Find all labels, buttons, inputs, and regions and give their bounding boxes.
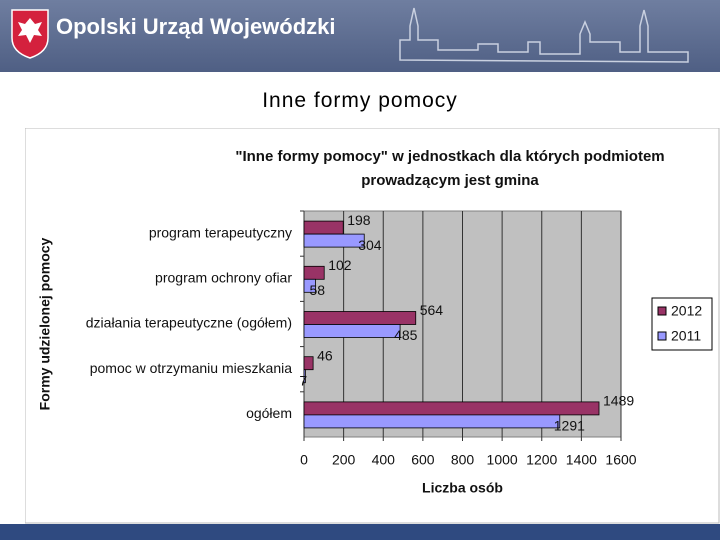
legend-swatch (657, 306, 667, 316)
footer-bar (0, 524, 720, 540)
value-label: 198 (347, 212, 371, 228)
value-label: 485 (394, 327, 418, 343)
y-tick-label: program ochrony ofiar (155, 270, 292, 286)
bar (303, 324, 401, 338)
y-tick-label: pomoc w otrzymaniu mieszkania (90, 360, 293, 376)
value-label: 7 (299, 372, 307, 388)
x-tick-label: 0 (300, 452, 308, 468)
legend-swatch (657, 331, 667, 341)
chart: 0 200 400 600 800 1000 1200 1400 1600 Liczba osób… (25, 128, 720, 524)
legend-label: 2011 (671, 328, 701, 344)
y-axis-label: Formy udzielonej pomocy (37, 237, 53, 410)
value-label: 564 (420, 302, 444, 318)
bar (303, 369, 306, 384)
x-tick-label: 600 (411, 452, 435, 468)
bar (303, 401, 600, 416)
bar (303, 220, 344, 235)
header-title: Opolski Urząd Wojewódzki (56, 14, 336, 39)
value-label: 46 (317, 347, 333, 363)
x-axis-label: Liczba osób (422, 480, 503, 496)
chart-title: "Inne formy pomocy" w jednostkach dla kt… (235, 148, 665, 189)
header-art (11, 7, 689, 63)
value-label: 1291 (554, 418, 585, 434)
x-tick-label: 1000 (487, 452, 518, 468)
x-tick-label: 1600 (605, 452, 636, 468)
x-tick-label: 200 (332, 452, 356, 468)
bar (303, 311, 417, 325)
bar (303, 233, 365, 248)
y-tick-label: działania terapeutyczne (ogółem) (86, 315, 292, 331)
bar (303, 356, 314, 371)
y-tick-label: ogółem (246, 405, 292, 421)
slide-title: Inne formy pomocy (262, 89, 458, 112)
legend-label: 2012 (671, 303, 702, 319)
value-label: 304 (358, 237, 382, 253)
x-tick-label: 1200 (526, 452, 557, 468)
value-label: 102 (328, 257, 352, 273)
y-tick-label: program terapeutyczny (149, 224, 292, 240)
x-tick-label: 1400 (566, 452, 597, 468)
x-tick-label: 400 (372, 452, 396, 468)
value-label: 1489 (603, 393, 634, 409)
value-label: 58 (309, 282, 325, 298)
bar (303, 265, 325, 280)
bar (303, 414, 561, 429)
header-bar: Opolski Urząd Wojewódzki (0, 0, 720, 72)
x-tick-label: 800 (451, 452, 475, 468)
bar (303, 278, 316, 293)
